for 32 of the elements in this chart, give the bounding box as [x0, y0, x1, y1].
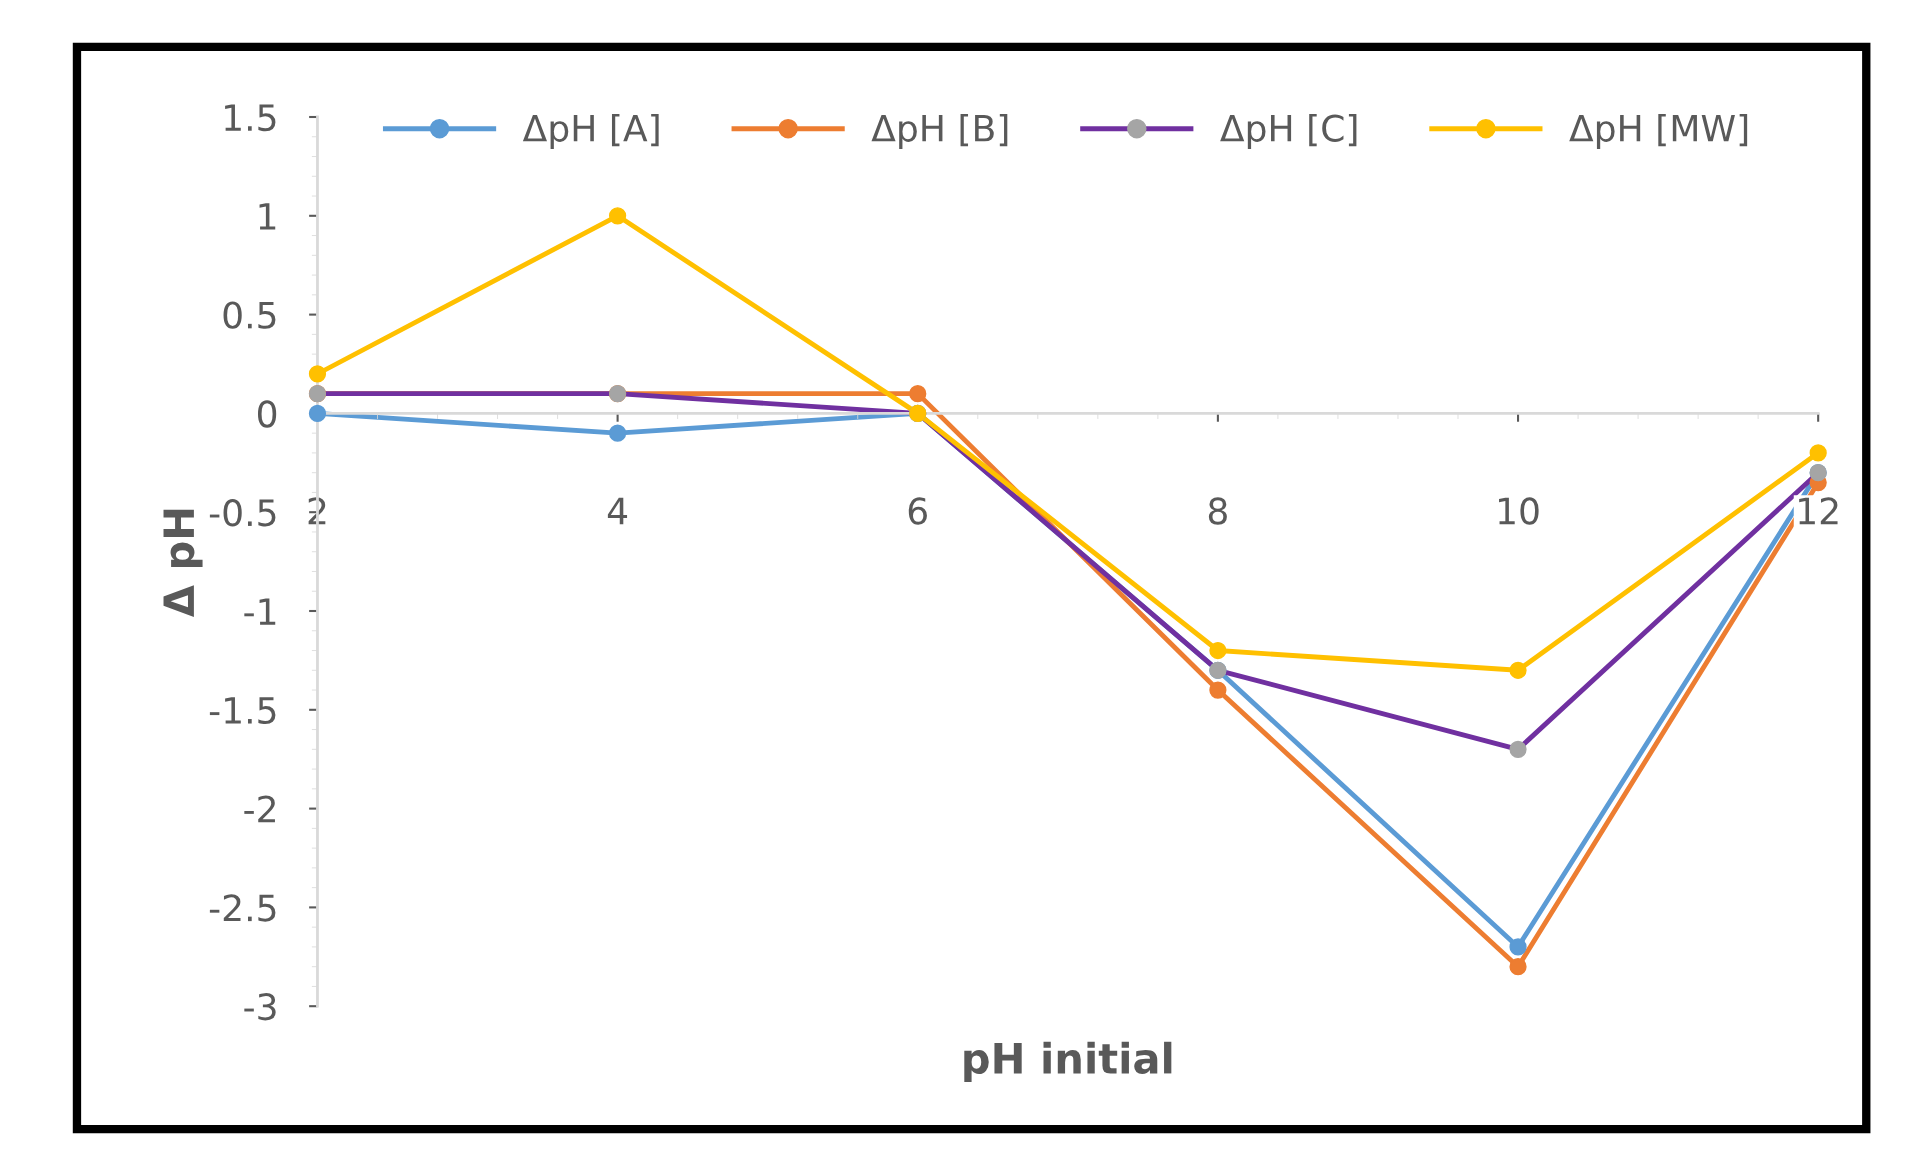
- x-tick-label: 8: [1208, 497, 1227, 525]
- y-tick-label: 1.5: [225, 104, 276, 132]
- point: [608, 424, 627, 442]
- x-tick-label: 6: [908, 497, 927, 525]
- legend-label: ΔpH [B]: [871, 113, 1008, 149]
- y-tick-label: 1: [259, 203, 276, 230]
- y-tick-label: 0: [257, 400, 277, 428]
- y-axis-title: Δ pH: [163, 509, 203, 618]
- point: [1509, 958, 1527, 976]
- legend-label: ΔpH [MW]: [1569, 113, 1748, 149]
- x-axis-title: pH initial: [964, 1041, 1172, 1083]
- y-tick-label: -1: [244, 598, 276, 625]
- point: [1509, 661, 1527, 679]
- x-tick-label: 12: [1799, 497, 1838, 525]
- point: [909, 385, 927, 403]
- point: [608, 207, 627, 225]
- point: [1209, 641, 1227, 660]
- y-tick-label: -1.5: [209, 697, 276, 725]
- legend-label: ΔpH [C]: [1220, 113, 1357, 149]
- y-tick-label: -2.5: [209, 894, 276, 922]
- point: [1509, 938, 1527, 956]
- legend-label: ΔpH [A]: [522, 113, 659, 149]
- point: [1809, 444, 1827, 462]
- point: [308, 365, 327, 383]
- point: [1209, 681, 1227, 699]
- y-tick-label: -3: [244, 993, 276, 1021]
- point: [308, 404, 327, 423]
- y-tick-label: -0.5: [209, 499, 276, 527]
- y-tick-label: 0.5: [223, 301, 276, 329]
- x-tick-label: 4: [607, 497, 628, 525]
- y-tick-label: -2: [244, 795, 275, 823]
- x-tick-label: 10: [1499, 497, 1539, 525]
